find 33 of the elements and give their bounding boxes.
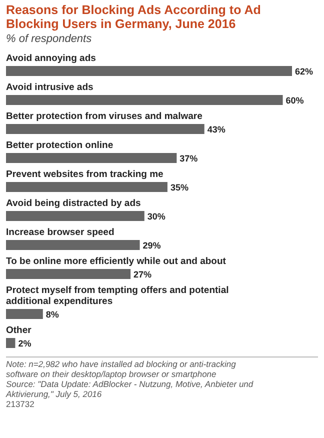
chart-title: Reasons for Blocking Ads According to Ad Blocking Users in Germany, June 2016 <box>6 3 261 31</box>
text: 213732 <box>6 399 35 409</box>
y-tick-label: Avoid intrusive ads <box>6 82 94 93</box>
data-label: 37% <box>180 154 198 164</box>
y-tick-label: Other <box>6 325 32 336</box>
y-tick-label: To be online more efficiently while out and about <box>6 256 227 267</box>
data-label: 27% <box>134 270 152 280</box>
y-tick-label: Better protection online <box>6 140 114 151</box>
bar <box>6 211 144 221</box>
y-tick-label: Increase browser speed <box>6 227 114 238</box>
bar <box>6 66 292 76</box>
data-label: 8% <box>46 310 59 320</box>
data-label: 43% <box>207 124 226 134</box>
data-label: 60% <box>286 96 304 106</box>
bar <box>6 269 131 279</box>
text: Note: n=2,982 who have installed ad blocking or anti-tracking software on their desktop/laptop browser or smartphone <box>6 359 236 379</box>
data-label: 2% <box>18 338 32 348</box>
data-label: 62% <box>295 66 314 76</box>
y-tick-label: Avoid being distracted by ads <box>6 198 141 209</box>
bar <box>6 124 204 134</box>
data-label: 35% <box>170 182 188 192</box>
y-tick-label: Prevent websites from tracking me <box>6 169 164 180</box>
bar <box>6 240 140 250</box>
y-tick-label: Avoid annoying ads <box>6 53 96 64</box>
data-label: 29% <box>142 240 161 250</box>
chart-subtitle: % of respondents <box>6 33 92 45</box>
y-tick-label: Protect myself from tempting offers and potential additional expenditures <box>6 285 229 307</box>
y-tick-label: Better protection from viruses and malware <box>6 111 202 122</box>
data-label: 30% <box>147 212 166 222</box>
source-note: Source: "Data Update: AdBlocker - Nutzung, Motive, Anbieter und Aktivierung," July 5, 2016 <box>5 379 254 399</box>
bar <box>6 153 177 163</box>
bar <box>6 95 283 105</box>
bar <box>6 182 168 192</box>
